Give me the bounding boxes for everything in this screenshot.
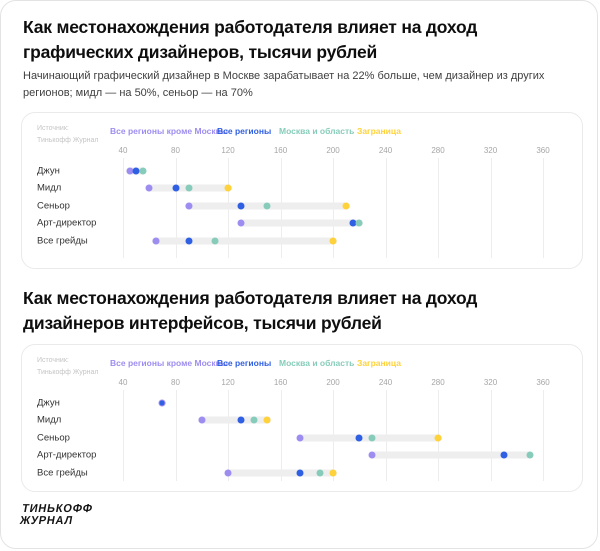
dot-series-0	[185, 202, 193, 210]
dot-series-0	[237, 219, 245, 227]
x-axis-tick-label: 160	[273, 146, 288, 155]
legend-item: Все регионы кроме Москвы	[110, 126, 229, 136]
dot-series-1	[237, 416, 245, 424]
x-axis-tick-label: 240	[378, 146, 393, 155]
x-axis-tick-label: 40	[118, 146, 128, 155]
dot-series-0	[152, 237, 160, 245]
gridline	[228, 390, 229, 481]
dot-series-0	[145, 184, 153, 192]
x-axis-tick-label: 320	[483, 146, 498, 155]
category-label: Джун	[37, 165, 60, 177]
dot-series-2	[250, 416, 258, 424]
dot-series-2	[368, 434, 376, 442]
legend-item: Все регионы	[217, 358, 272, 368]
range-bar	[237, 219, 363, 227]
category-label: Все грейды	[37, 235, 88, 247]
dot-series-3	[263, 416, 271, 424]
gridline	[543, 390, 544, 481]
category-label: Все грейды	[37, 467, 88, 479]
legend-item: Все регионы	[217, 126, 272, 136]
dot-series-3	[329, 469, 337, 477]
dot-series-0	[368, 451, 376, 459]
category-label: Сеньор	[37, 200, 70, 212]
dot-series-1	[237, 202, 245, 210]
x-axis-tick-label: 320	[483, 378, 498, 387]
dot-series-1	[159, 400, 165, 406]
gridline	[175, 158, 177, 258]
gridline	[385, 158, 387, 258]
gridline	[490, 390, 492, 481]
dot-series-0	[198, 416, 206, 424]
chart-title-interface-designers: Как местонахождения работодателя влияет …	[23, 288, 478, 333]
chart-subtitle: Начинающий графический дизайнер в Москве…	[23, 70, 545, 100]
tinkoff-journal-logo: ТИНЬКОФФ ЖУРНАЛ	[18, 503, 94, 527]
category-label: Мидл	[37, 182, 62, 194]
source-label: Источник: Тинькофф Журнал	[37, 357, 99, 376]
dot-series-2	[526, 451, 534, 459]
gridline	[175, 390, 177, 481]
dot-series-2	[139, 167, 147, 175]
x-axis-tick-label: 360	[536, 146, 550, 155]
range-bar	[368, 451, 534, 459]
dot-series-1	[172, 184, 179, 192]
x-axis-tick-label: 40	[118, 378, 128, 387]
legend-item: Заграница	[357, 126, 401, 136]
gridline	[543, 158, 544, 258]
x-axis-tick-label: 80	[171, 378, 180, 387]
dot-series-1	[132, 167, 140, 175]
dot-series-2	[185, 184, 193, 192]
dot-series-2	[263, 202, 271, 210]
x-axis-tick-label: 80	[171, 146, 180, 155]
legend-item: Москва и область	[279, 126, 355, 136]
dot-series-3	[329, 237, 337, 245]
x-axis-tick-label: 360	[536, 378, 550, 387]
x-axis-tick-label: 160	[273, 378, 288, 387]
dot-series-1	[296, 469, 304, 477]
gridline	[123, 390, 124, 481]
x-axis-tick-label: 280	[431, 146, 445, 155]
x-axis-tick-label: 200	[326, 146, 340, 155]
chart-card-interface-designers: Источник: Тинькофф Журнал Все регионы кро…	[21, 344, 583, 492]
dot-series-2	[316, 469, 324, 477]
legend-item: Все регионы кроме Москвы	[110, 358, 229, 368]
dot-series-1	[355, 434, 363, 442]
legend-item: Заграница	[357, 358, 401, 368]
x-axis-tick-label: 120	[221, 146, 235, 155]
dot-series-1	[500, 451, 508, 459]
category-label: Мидл	[37, 414, 62, 426]
dot-series-1	[185, 237, 193, 245]
dot-series-3	[224, 184, 232, 192]
gridline	[490, 158, 492, 258]
legend-item: Москва и область	[279, 358, 355, 368]
dot-series-2	[211, 237, 219, 245]
gridline	[280, 390, 282, 481]
dot-series-1	[349, 219, 357, 227]
category-label: Арт-директор	[37, 449, 97, 461]
category-label: Джун	[37, 397, 60, 409]
x-axis-tick-label: 200	[326, 378, 340, 387]
gridline	[438, 158, 439, 258]
range-bar	[152, 237, 337, 245]
x-axis-tick-label: 240	[378, 378, 393, 387]
source-label: Источник: Тинькофф Журнал	[37, 125, 99, 144]
x-axis-tick-label: 280	[431, 378, 445, 387]
dot-series-0	[126, 167, 134, 175]
dot-series-3	[434, 434, 442, 442]
dot-series-0	[224, 469, 232, 477]
x-axis-tick-label: 120	[221, 378, 235, 387]
chart-card-graphic-designers: Источник: Тинькофф Журнал Все регионы кро…	[21, 112, 583, 269]
category-label: Сеньор	[37, 432, 70, 444]
category-label: Арт-директор	[37, 217, 97, 229]
gridline	[123, 158, 124, 258]
range-bar	[224, 469, 337, 477]
dot-series-0	[296, 434, 304, 442]
chart-title-graphic-designers: Как местонахождения работодателя влияет …	[23, 17, 478, 62]
dot-series-2	[355, 219, 363, 227]
range-bar	[198, 416, 271, 424]
dot-series-3	[342, 202, 350, 210]
